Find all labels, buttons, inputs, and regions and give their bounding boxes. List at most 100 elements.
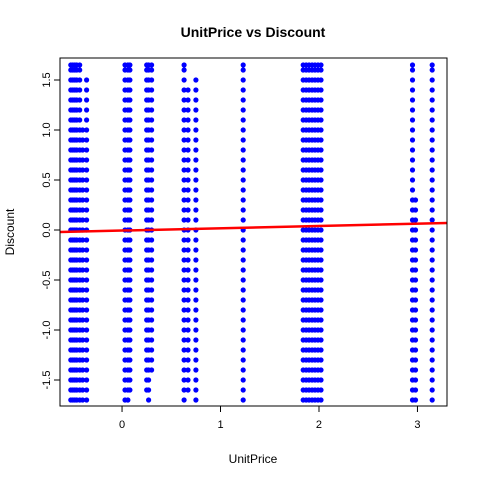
data-point [410,67,415,72]
data-point [182,62,187,67]
data-point [84,207,89,212]
data-point [185,87,190,92]
data-point [318,327,323,332]
data-point [127,97,132,102]
data-point [193,277,198,282]
data-point [127,237,132,242]
data-point [318,67,323,72]
data-point [318,347,323,352]
data-point [241,117,246,122]
data-point [241,97,246,102]
data-point [413,297,418,302]
data-point [241,207,246,212]
data-point [84,397,89,402]
data-point [185,277,190,282]
data-point [127,127,132,132]
data-point [430,107,435,112]
data-point [413,287,418,292]
data-point [193,77,198,82]
data-point [193,87,198,92]
data-point [127,137,132,142]
data-point [430,337,435,342]
data-point [413,247,418,252]
data-point [127,62,132,67]
data-point [413,207,418,212]
data-point [149,177,154,182]
data-point [410,137,415,142]
data-point [430,297,435,302]
data-point [430,167,435,172]
data-point [185,167,190,172]
data-point [127,107,132,112]
data-point [127,117,132,122]
data-point [84,137,89,142]
data-point [413,347,418,352]
data-point [185,307,190,312]
data-point [149,207,154,212]
data-point [241,317,246,322]
data-point [127,207,132,212]
data-point [149,62,154,67]
data-point [193,107,198,112]
data-point [185,247,190,252]
data-point [149,147,154,152]
data-point [430,127,435,132]
data-point [318,207,323,212]
data-point [193,127,198,132]
data-point [185,357,190,362]
data-point [149,317,154,322]
data-point [318,167,323,172]
data-point [318,237,323,242]
data-point [430,177,435,182]
data-point [185,337,190,342]
data-point [84,287,89,292]
x-tick-label: 2 [316,419,322,431]
data-point [241,62,246,67]
data-point [241,397,246,402]
data-point [430,237,435,242]
data-point [84,247,89,252]
data-point [77,87,82,92]
data-point [84,297,89,302]
data-point [193,267,198,272]
data-point [193,237,198,242]
data-point [193,147,198,152]
data-point [185,237,190,242]
data-point [241,387,246,392]
y-tick-label: -1.0 [41,321,53,340]
data-point [410,62,415,67]
data-point [193,357,198,362]
data-point [410,107,415,112]
data-point [430,367,435,372]
data-point [193,297,198,302]
data-point [185,217,190,222]
data-point [185,367,190,372]
data-point [77,62,82,67]
y-axis-label: Discount [3,208,17,255]
data-point [318,257,323,262]
data-point [410,117,415,122]
data-point [127,347,132,352]
data-point [430,117,435,122]
data-point [149,237,154,242]
data-point [430,247,435,252]
data-point [193,347,198,352]
data-point [127,147,132,152]
data-point [185,147,190,152]
data-point [185,117,190,122]
data-point [318,337,323,342]
data-point [77,67,82,72]
data-point [193,317,198,322]
data-point [413,337,418,342]
y-tick-label: -1.5 [41,371,53,390]
data-point [241,197,246,202]
data-point [185,317,190,322]
data-point [241,67,246,72]
data-point [149,267,154,272]
data-point [193,187,198,192]
data-point [413,197,418,202]
y-tick-label: 0.0 [41,222,53,237]
data-point [146,387,151,392]
data-point [193,247,198,252]
data-point [410,87,415,92]
